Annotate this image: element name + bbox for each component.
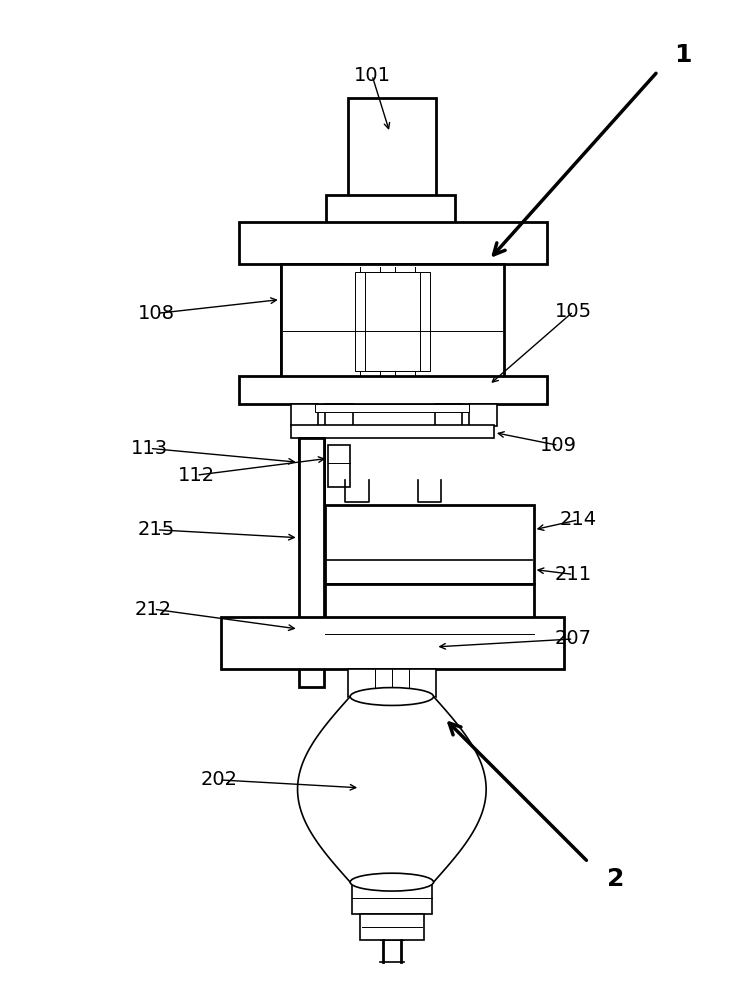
Bar — [298, 438, 324, 538]
Text: 214: 214 — [560, 510, 597, 529]
Bar — [348, 669, 435, 697]
Bar — [325, 584, 533, 619]
Text: 101: 101 — [353, 66, 391, 85]
Text: 113: 113 — [131, 439, 168, 458]
Bar — [239, 222, 547, 264]
Bar — [315, 404, 469, 412]
Bar — [280, 264, 504, 378]
Text: 112: 112 — [178, 466, 215, 485]
Text: 105: 105 — [555, 302, 592, 321]
Ellipse shape — [350, 873, 434, 891]
Text: 2: 2 — [607, 867, 625, 891]
Text: 1: 1 — [674, 43, 691, 67]
Bar — [365, 272, 420, 371]
Bar — [325, 505, 533, 584]
Text: 215: 215 — [138, 520, 176, 539]
Bar — [352, 882, 432, 914]
Text: 207: 207 — [555, 629, 592, 648]
Bar — [221, 617, 563, 669]
Bar — [348, 98, 435, 197]
Bar — [280, 264, 342, 378]
Bar — [360, 914, 423, 940]
Bar — [239, 376, 547, 404]
Bar — [291, 404, 318, 426]
Text: 211: 211 — [555, 565, 592, 584]
Text: 109: 109 — [540, 436, 577, 455]
Ellipse shape — [350, 688, 434, 705]
Bar — [328, 445, 350, 487]
Bar — [327, 195, 455, 223]
Bar — [434, 404, 462, 426]
Bar — [291, 425, 494, 438]
Text: 108: 108 — [138, 304, 175, 323]
Bar — [469, 404, 497, 426]
Bar — [298, 438, 324, 687]
Bar — [355, 272, 429, 371]
Text: 212: 212 — [135, 600, 172, 619]
Text: 202: 202 — [201, 770, 237, 789]
Polygon shape — [298, 697, 486, 882]
Bar — [325, 404, 353, 426]
